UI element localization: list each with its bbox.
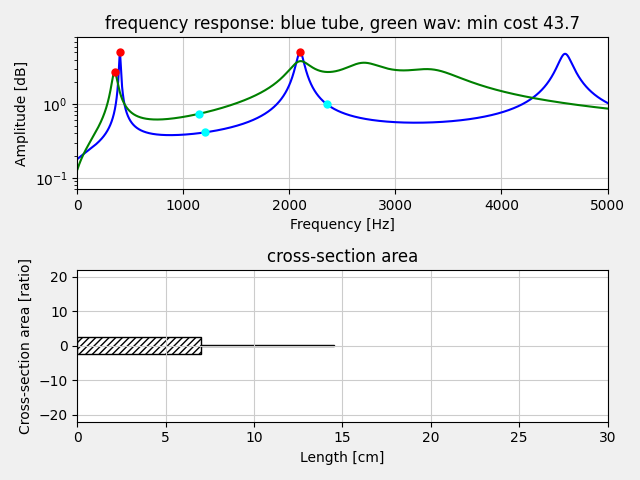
Title: frequency response: blue tube, green wav: min cost 43.7: frequency response: blue tube, green wav…	[105, 15, 580, 33]
X-axis label: Length [cm]: Length [cm]	[300, 451, 385, 465]
Y-axis label: Amplitude [dB]: Amplitude [dB]	[15, 60, 29, 166]
Bar	[77, 337, 201, 354]
X-axis label: Frequency [Hz]: Frequency [Hz]	[290, 218, 395, 232]
Y-axis label: Cross-section area [ratio]: Cross-section area [ratio]	[19, 258, 33, 434]
Title: cross-section area: cross-section area	[267, 248, 418, 265]
Bar	[201, 345, 333, 347]
